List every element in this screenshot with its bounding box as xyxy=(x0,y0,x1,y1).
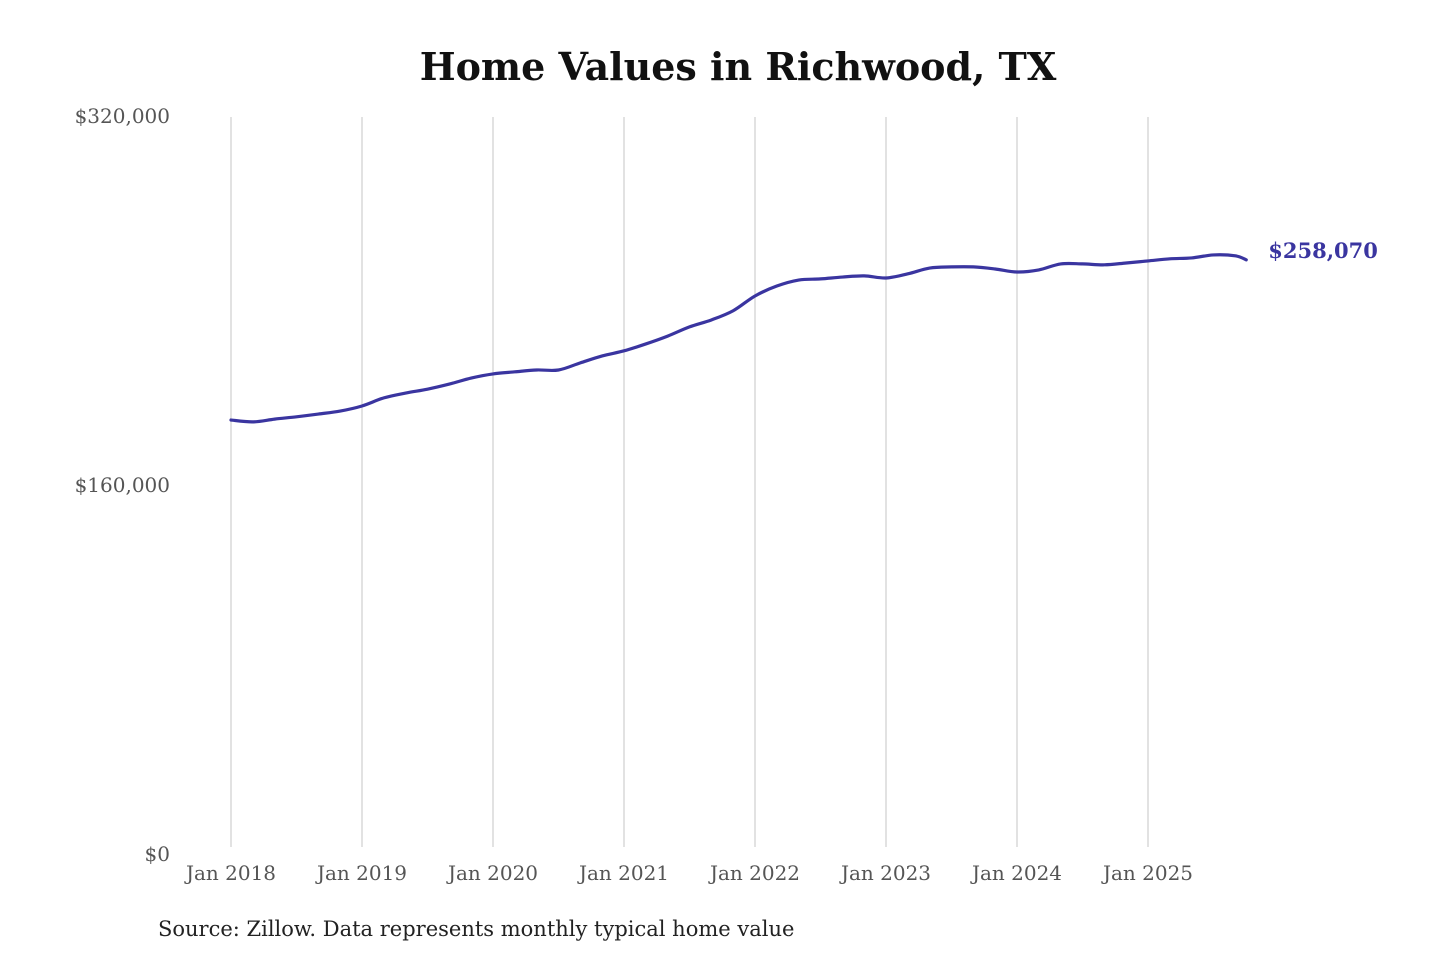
x-tick-label: Jan 2019 xyxy=(315,861,407,885)
x-tick-label: Jan 2025 xyxy=(1101,861,1193,885)
end-value-label: $258,070 xyxy=(1268,238,1378,263)
y-tick-label: $160,000 xyxy=(75,473,170,497)
chart-title: Home Values in Richwood, TX xyxy=(419,44,1057,89)
x-tick-label: Jan 2020 xyxy=(446,861,538,885)
x-tick-label: Jan 2024 xyxy=(970,861,1062,885)
x-tick-label: Jan 2021 xyxy=(577,861,669,885)
y-tick-label: $320,000 xyxy=(75,104,170,128)
home-value-line xyxy=(229,253,1248,424)
x-tick-label: Jan 2022 xyxy=(708,861,800,885)
x-tick-label: Jan 2023 xyxy=(839,861,931,885)
source-note: Source: Zillow. Data represents monthly … xyxy=(158,917,795,941)
y-tick-label: $0 xyxy=(145,842,170,866)
x-tick-label: Jan 2018 xyxy=(184,861,276,885)
